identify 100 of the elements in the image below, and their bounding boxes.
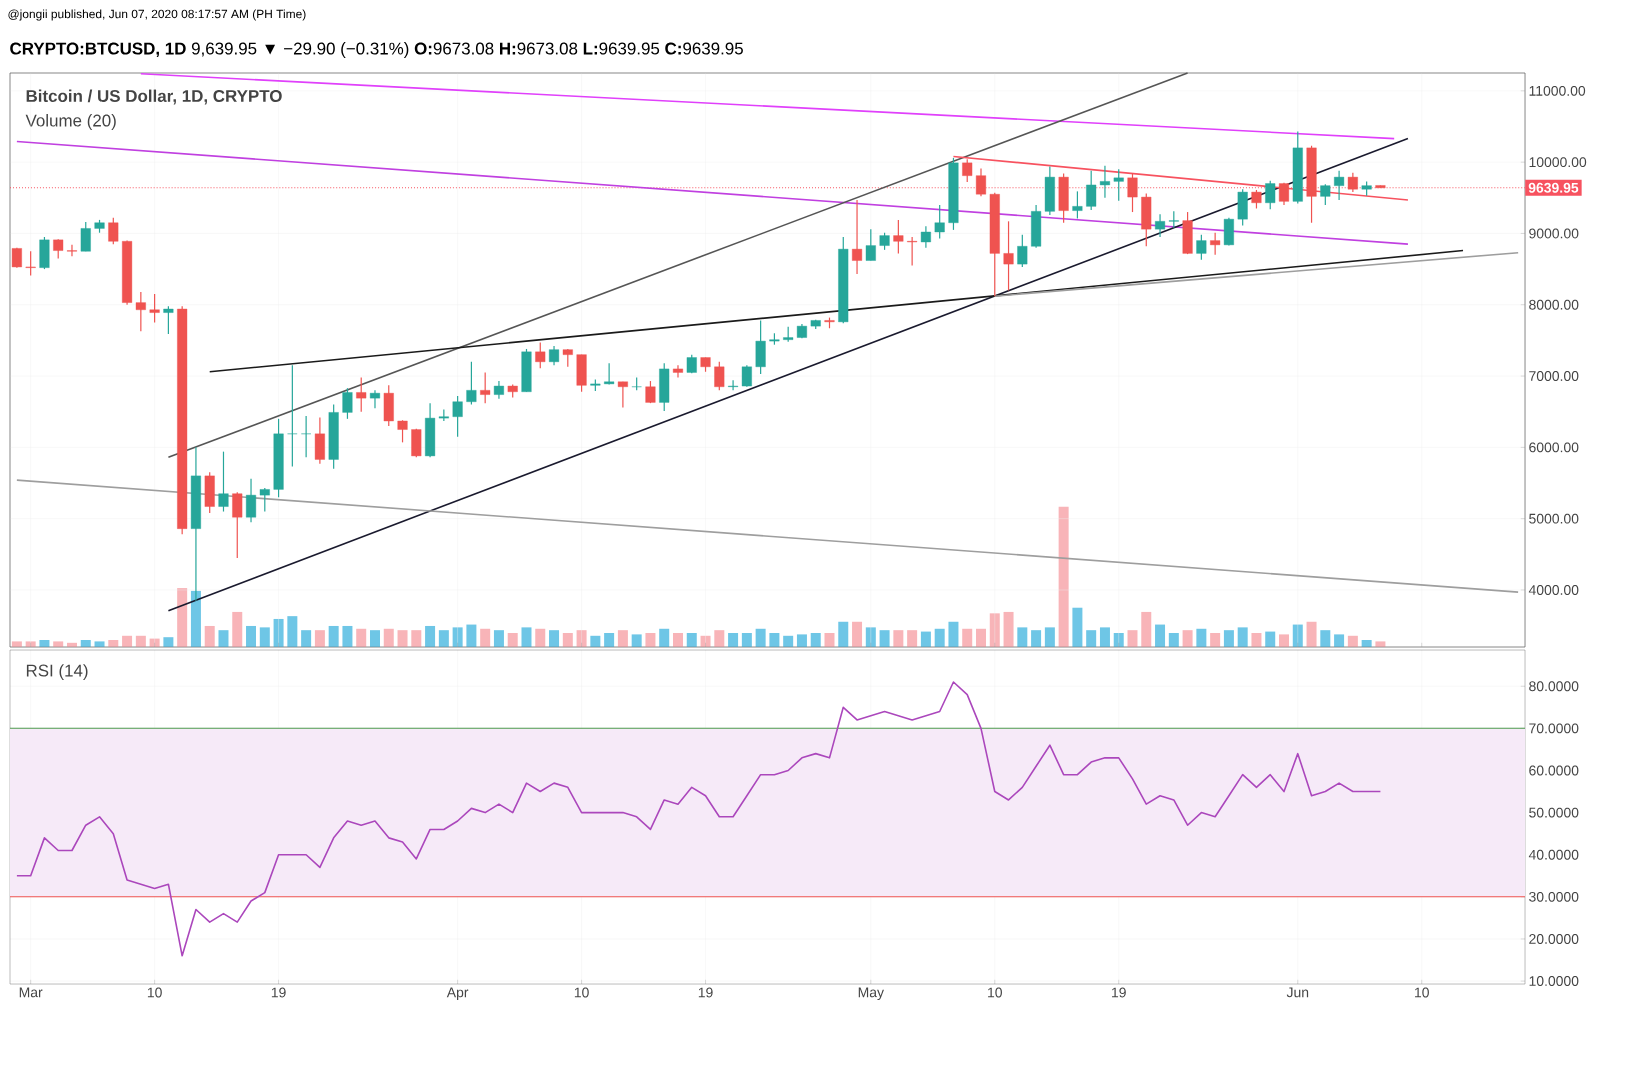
candlestick bbox=[25, 250, 36, 277]
bar bbox=[907, 630, 918, 648]
bar bbox=[796, 634, 807, 648]
text: RSI (14) bbox=[26, 664, 88, 680]
bar bbox=[604, 632, 615, 648]
bar bbox=[1265, 631, 1276, 648]
x-tick-label: Jun bbox=[1286, 987, 1309, 998]
bar bbox=[218, 630, 229, 648]
bar bbox=[824, 632, 835, 648]
bar bbox=[1210, 632, 1221, 648]
candlestick bbox=[907, 236, 918, 267]
bar bbox=[204, 625, 215, 648]
candlestick bbox=[852, 199, 863, 275]
bar bbox=[356, 628, 367, 648]
candlestick bbox=[1072, 190, 1083, 220]
bar bbox=[1320, 630, 1331, 648]
y-tick-label: 70.0000 bbox=[1529, 723, 1579, 734]
bar bbox=[1127, 630, 1138, 648]
candlestick bbox=[369, 389, 381, 409]
bar bbox=[920, 631, 931, 648]
y-tick-label: 20.0000 bbox=[1529, 934, 1579, 944]
bar bbox=[948, 621, 959, 648]
bar bbox=[383, 628, 394, 648]
text: @jongii published, Jun 07, 2020 08:17:57 AM (PH Time) bbox=[8, 9, 306, 21]
bar bbox=[369, 630, 380, 648]
y-tick-label: 5000.00 bbox=[1529, 513, 1579, 524]
y-tick-label: 11000.00 bbox=[1529, 85, 1586, 96]
candlestick bbox=[452, 395, 463, 438]
bar bbox=[686, 632, 697, 648]
chart-title: Volume (20) bbox=[25, 114, 116, 130]
bar bbox=[1237, 627, 1248, 648]
candlestick bbox=[259, 487, 270, 513]
candlestick bbox=[975, 167, 987, 197]
y-tick-label: 30.0000 bbox=[1529, 891, 1579, 902]
bar bbox=[714, 630, 725, 648]
y-tick-label: 9000.00 bbox=[1529, 228, 1579, 239]
bar bbox=[962, 628, 973, 648]
bar bbox=[562, 632, 573, 648]
bar bbox=[1058, 506, 1069, 648]
candlestick bbox=[163, 305, 174, 335]
bar bbox=[659, 628, 670, 648]
candlestick bbox=[1099, 165, 1110, 199]
ref-line-label: 9639.95 bbox=[1528, 182, 1579, 193]
candlestick bbox=[920, 225, 931, 249]
candlestick bbox=[728, 379, 739, 391]
bar bbox=[1279, 634, 1289, 648]
candlestick bbox=[1210, 232, 1221, 256]
bar bbox=[1017, 627, 1028, 648]
candlestick bbox=[1347, 172, 1358, 193]
bar bbox=[328, 625, 339, 648]
bar bbox=[301, 630, 312, 648]
candlestick bbox=[962, 158, 973, 183]
candlestick bbox=[301, 415, 312, 458]
x-tick-label: May bbox=[858, 987, 884, 1001]
x-tick-label: Mar bbox=[19, 987, 43, 998]
bar bbox=[190, 590, 201, 648]
candlestick bbox=[108, 217, 119, 245]
bar bbox=[645, 632, 656, 648]
bar bbox=[493, 630, 504, 648]
candlestick bbox=[1003, 220, 1014, 292]
y-tick-label: 50.0000 bbox=[1529, 807, 1579, 818]
candlestick bbox=[1251, 189, 1262, 210]
bar bbox=[741, 632, 752, 648]
bar bbox=[1155, 624, 1166, 648]
candlestick bbox=[466, 361, 477, 406]
bar bbox=[521, 627, 532, 648]
candlestick bbox=[1113, 168, 1124, 202]
candlestick bbox=[1127, 172, 1138, 213]
bar bbox=[177, 588, 188, 648]
bar bbox=[232, 611, 243, 648]
candlestick bbox=[397, 419, 408, 443]
x-tick-label: Apr bbox=[446, 987, 469, 1001]
x-tick-label: 10 bbox=[988, 987, 1002, 998]
y-tick-label: 10.0000 bbox=[1529, 976, 1579, 987]
bar bbox=[1306, 621, 1317, 648]
bar bbox=[438, 630, 449, 648]
candlestick bbox=[1265, 180, 1276, 210]
candlestick bbox=[438, 408, 449, 422]
candlestick bbox=[246, 478, 257, 523]
candlestick bbox=[865, 228, 876, 262]
bar bbox=[1003, 611, 1014, 648]
candlestick bbox=[80, 221, 91, 252]
y-tick-label: 8000.00 bbox=[1529, 299, 1579, 310]
candlestick bbox=[66, 244, 77, 257]
candlestick bbox=[934, 204, 945, 240]
bar bbox=[1182, 630, 1193, 648]
y-tick-label: 7000.00 bbox=[1529, 371, 1579, 381]
bar bbox=[287, 616, 298, 648]
candlestick bbox=[617, 381, 628, 409]
bar bbox=[1334, 634, 1345, 648]
y-tick-label: 10000.00 bbox=[1529, 157, 1587, 168]
x-tick-label: 10 bbox=[147, 987, 162, 998]
bar bbox=[342, 625, 353, 648]
candlestick bbox=[672, 364, 684, 379]
bar bbox=[535, 628, 546, 648]
candlestick bbox=[1086, 170, 1097, 211]
candlestick bbox=[604, 362, 615, 386]
candlestick bbox=[549, 345, 560, 366]
bar bbox=[631, 634, 642, 648]
bar bbox=[893, 630, 904, 648]
